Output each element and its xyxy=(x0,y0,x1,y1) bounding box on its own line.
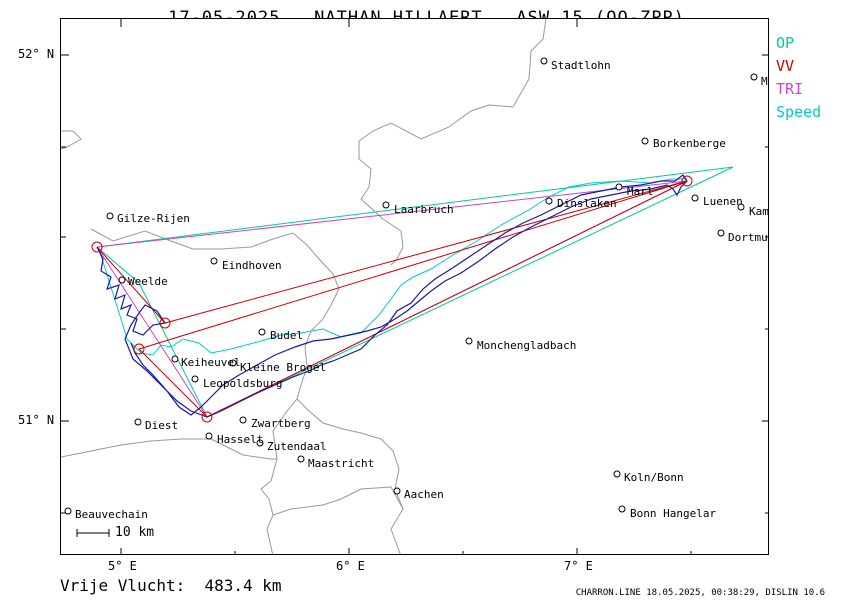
place-label-gilze-rijen: Gilze-Rijen xyxy=(117,212,190,225)
op-route xyxy=(96,166,734,418)
lat-label-51: 51° N xyxy=(18,413,55,427)
free-flight-distance: Vrije Vlucht: 483.4 km xyxy=(60,576,282,595)
scale-bar-label: 10 km xyxy=(115,525,155,540)
place-label-marl: Marl xyxy=(627,185,654,198)
place-label-diest: Diest xyxy=(145,419,179,432)
legend-op: OP xyxy=(776,34,795,52)
place-label-aachen: Aachen xyxy=(404,488,444,501)
place-label-beauvechain: Beauvechain xyxy=(75,508,148,521)
lat-label-52: 52° N xyxy=(18,47,55,61)
place-label-maastricht: Maastricht xyxy=(308,457,375,470)
place-label-laarbruch: Laarbruch xyxy=(394,203,454,216)
place-label-kam: Kam xyxy=(749,205,769,218)
turnpoints xyxy=(91,175,693,423)
country-borders xyxy=(61,19,547,554)
place-label-dortmu: Dortmu xyxy=(728,231,768,244)
flight-map: Stadtlohn Borkenberge Gilze-Rijen Laarbr… xyxy=(60,18,769,555)
place-label-budel: Budel xyxy=(270,329,304,342)
place-label-dinslaken: Dinslaken xyxy=(557,197,617,210)
place-label-koln-bonn: Koln/Bonn xyxy=(624,471,684,484)
place-label-leopoldsburg: Leopoldsburg xyxy=(203,377,283,390)
place-label-monchengladbach: Monchengladbach xyxy=(477,339,577,352)
scale-bar xyxy=(76,529,110,537)
map-canvas xyxy=(61,19,768,554)
vv-route xyxy=(96,180,688,418)
place-label-borkenberge: Borkenberge xyxy=(653,137,726,150)
place-label-kleine-brogel: Kleine Brogel xyxy=(240,361,327,374)
place-label-luenen: Luenen xyxy=(703,195,743,208)
legend-vv: VV xyxy=(776,57,795,75)
place-label-eindhoven: Eindhoven xyxy=(222,259,282,272)
lon-label-7: 7° E xyxy=(564,559,593,573)
place-label-stadtlohn: Stadtlohn xyxy=(551,59,611,72)
place-markers xyxy=(64,57,758,515)
place-label-hasselt: Hasselt xyxy=(217,433,264,446)
place-label-keiheuvel: Keiheuvel xyxy=(181,356,241,369)
place-label-weelde: Weelde xyxy=(128,275,168,288)
place-label-m: M xyxy=(761,75,768,88)
flight-track xyxy=(96,174,688,418)
lon-label-5: 5° E xyxy=(108,559,137,573)
place-label-zutendaal: Zutendaal xyxy=(267,440,327,453)
legend-tri: TRI xyxy=(776,80,804,98)
place-label-bonn-hangelar: Bonn Hangelar xyxy=(630,507,717,520)
legend-speed: Speed xyxy=(776,103,822,121)
generation-stamp: CHARRON.LINE 18.05.2025, 00:38:29, DISLI… xyxy=(575,588,825,598)
lon-label-6: 6° E xyxy=(336,559,365,573)
place-label-zwartberg: Zwartberg xyxy=(251,417,311,430)
